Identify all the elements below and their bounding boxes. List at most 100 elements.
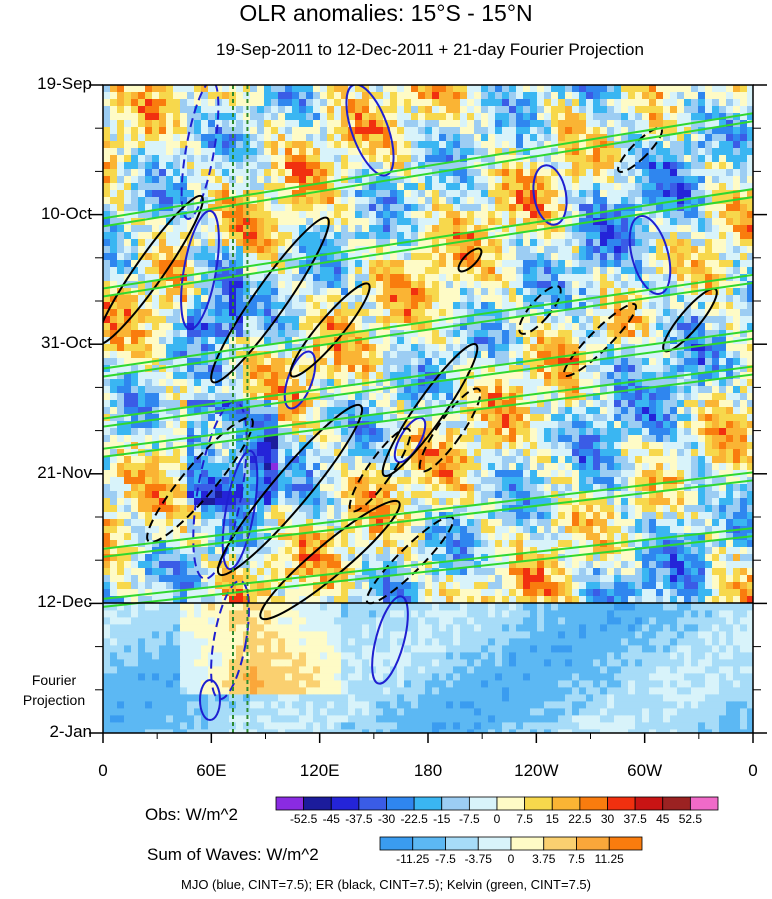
obs-colorbar-tick-label: 37.5 — [623, 812, 647, 826]
obs-colorbar-tick-label: 30 — [600, 812, 615, 826]
obs-colorbar-tick-label: -52.5 — [289, 812, 318, 826]
kelvin-contour — [103, 196, 753, 298]
obs-colorbar-swatch — [413, 796, 443, 811]
kelvin-contour — [103, 120, 753, 228]
kelvin-contour — [103, 373, 753, 458]
er-contour — [216, 403, 364, 577]
obs-colorbar-title: Obs: W/m^2 — [145, 805, 238, 824]
kelvin-contour — [103, 527, 753, 600]
kelvin-contour — [103, 479, 753, 558]
obs-colorbar-swatch — [551, 796, 581, 811]
obs-colorbar-tick-label: -7.5 — [459, 812, 480, 826]
waves-colorbar-swatch — [477, 836, 512, 851]
y-tick-label: 2-Jan — [49, 722, 92, 741]
obs-colorbar-tick-label: 45 — [656, 812, 670, 826]
waves-colorbar-swatch — [379, 836, 414, 851]
kelvin-contour — [103, 337, 753, 428]
reference-lines — [232, 85, 249, 733]
er-contour — [617, 127, 663, 173]
waves-colorbar-tick-label: 11.25 — [594, 852, 624, 866]
obs-colorbar-tick-label: -15 — [433, 812, 451, 826]
obs-colorbar-swatch — [579, 796, 608, 811]
chart-title: OLR anomalies: 15°S - 15°N — [239, 0, 533, 26]
mjo-contour — [345, 85, 395, 177]
contour-legend-note: MJO (blue, CINT=7.5); ER (black, CINT=7.… — [181, 877, 591, 892]
kelvin-contour — [103, 281, 753, 378]
y-tick-label: 21-Nov — [37, 462, 92, 482]
kelvin-contour — [103, 188, 753, 290]
y-tick-label: 10-Oct — [40, 203, 92, 223]
obs-colorbar-tick-label: -30 — [377, 812, 396, 826]
er-contour — [210, 216, 330, 384]
waves-colorbar-swatch — [445, 836, 479, 851]
er-contour — [381, 342, 479, 478]
obs-colorbar-swatch — [330, 796, 360, 811]
kelvin-contour — [103, 112, 753, 220]
waves-colorbar-swatch — [608, 836, 643, 851]
obs-colorbar-swatch — [358, 796, 387, 811]
x-tick-label: 120W — [514, 761, 559, 780]
x-tick-label: 120E — [299, 761, 340, 780]
chart-subtitle: 19-Sep-2011 to 12-Dec-2011 + 21-day Four… — [216, 40, 644, 59]
x-tick-label: 0 — [748, 761, 758, 780]
obs-colorbar-tick-label: 0 — [493, 812, 501, 826]
obs-colorbar-tick-label: 15 — [545, 812, 559, 826]
obs-colorbar-tick-label: -45 — [322, 812, 340, 826]
waves-colorbar-tick-label: -7.5 — [435, 852, 456, 866]
obs-colorbar-swatch — [468, 796, 498, 811]
observed-anomaly-field — [103, 85, 753, 603]
x-tick-label: 180 — [413, 761, 443, 780]
obs-colorbar-swatch — [524, 796, 553, 811]
obs-colorbar-swatch — [303, 796, 332, 811]
waves-colorbar-title: Sum of Waves: W/m^2 — [147, 845, 319, 864]
x-tick-label: 60E — [196, 761, 227, 780]
obs-colorbar-tick-label: 52.5 — [678, 812, 703, 826]
projected-anomaly-field — [103, 603, 753, 733]
waves-colorbar-swatch — [576, 836, 610, 851]
kelvin-contour — [103, 273, 753, 370]
mjo-contour — [393, 416, 427, 464]
waves-colorbar-swatch — [412, 836, 446, 851]
x-tick-label: 60W — [627, 761, 663, 780]
mjo-contour — [199, 679, 221, 721]
obs-colorbar-swatch — [441, 796, 470, 811]
obs-colorbar-swatch — [634, 796, 664, 811]
wave-contours — [103, 85, 753, 721]
kelvin-contour — [103, 329, 753, 420]
obs-colorbar-tick-label: 7.5 — [516, 812, 533, 826]
er-contour — [146, 416, 254, 544]
mjo-contour — [180, 85, 220, 220]
obs-colorbar-tick-label: -22.5 — [400, 812, 428, 826]
er-contour — [289, 282, 371, 378]
obs-colorbar-swatch — [386, 796, 415, 811]
kelvin-contour — [103, 535, 753, 608]
colorbars — [275, 796, 719, 851]
mjo-contour — [180, 209, 220, 331]
obs-colorbar-swatch — [689, 796, 719, 811]
axis-ticks — [89, 84, 767, 743]
mjo-contour — [221, 449, 259, 571]
waves-colorbar-tick-label: 3.75 — [532, 852, 556, 866]
waves-colorbar-tick-label: 0 — [507, 852, 515, 866]
mjo-contour — [371, 595, 409, 685]
obs-colorbar-swatch — [607, 796, 636, 811]
obs-colorbar-tick-label: -37.5 — [345, 812, 373, 826]
y-tick-label: 31-Oct — [40, 333, 92, 353]
waves-colorbar-tick-label: -11.25 — [396, 852, 430, 866]
er-contour — [103, 194, 204, 346]
obs-colorbar-swatch — [275, 796, 305, 811]
mjo-contour — [283, 350, 317, 410]
x-tick-label: 0 — [98, 761, 108, 780]
er-contour — [562, 302, 638, 378]
waves-colorbar-tick-label: 7.5 — [568, 852, 585, 866]
waves-colorbar-tick-label: -3.75 — [464, 852, 492, 866]
er-contour — [457, 247, 483, 273]
y-tick-label: 19-Sep — [37, 74, 92, 93]
kelvin-contour — [103, 471, 753, 550]
waves-colorbar-swatch — [510, 836, 545, 851]
mjo-contour — [532, 164, 568, 226]
obs-colorbar-swatch — [662, 796, 691, 811]
y-tick-label: 12-Dec — [37, 592, 92, 612]
fourier-projection-label: Fourier Projection — [22, 672, 86, 708]
